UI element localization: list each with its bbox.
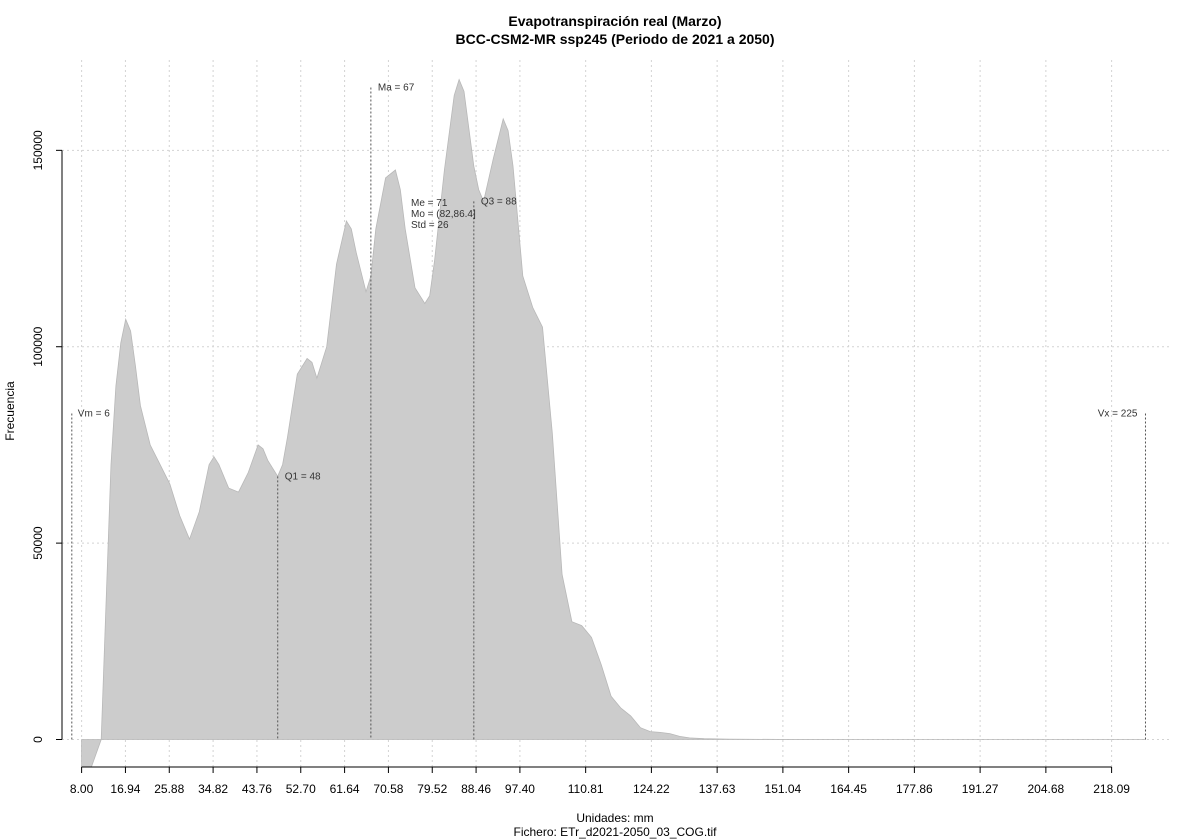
x-tick-label: 70.58 xyxy=(373,782,403,796)
x-tick-label: 25.88 xyxy=(154,782,184,796)
stat-label: Q3 = 88 xyxy=(481,196,517,207)
x-tick-label: 204.68 xyxy=(1028,782,1065,796)
x-tick-label: 61.64 xyxy=(330,782,360,796)
x-tick-label: 151.04 xyxy=(765,782,802,796)
density-area xyxy=(81,78,1146,768)
x-tick-label: 124.22 xyxy=(633,782,670,796)
y-tick-label: 50000 xyxy=(31,526,45,560)
file-caption: Fichero: ETr_d2021-2050_03_COG.tif xyxy=(513,825,717,839)
stat-label: Vm = 6 xyxy=(78,409,110,420)
x-tick-label: 218.09 xyxy=(1093,782,1130,796)
x-tick-label: 191.27 xyxy=(962,782,999,796)
x-tick-label: 137.63 xyxy=(699,782,736,796)
stat-label: Ma = 67 xyxy=(378,82,415,93)
x-tick-label: 177.86 xyxy=(896,782,933,796)
stats-label: Mo = (82,86.4] xyxy=(411,209,476,220)
x-tick-label: 79.52 xyxy=(417,782,447,796)
x-tick-label: 16.94 xyxy=(110,782,140,796)
y-tick-label: 100000 xyxy=(31,326,45,366)
x-tick-label: 88.46 xyxy=(461,782,491,796)
stats-label: Me = 71 xyxy=(411,198,448,209)
x-axis-label: Unidades: mm xyxy=(576,811,654,825)
x-tick-label: 34.82 xyxy=(198,782,228,796)
x-tick-label: 43.76 xyxy=(242,782,272,796)
chart-title: Evapotranspiración real (Marzo) xyxy=(508,13,722,29)
stats-label: Std = 26 xyxy=(411,220,449,231)
y-tick-label: 0 xyxy=(31,736,45,743)
x-tick-label: 52.70 xyxy=(286,782,316,796)
chart-subtitle: BCC-CSM2-MR ssp245 (Periodo de 2021 a 20… xyxy=(455,31,775,47)
stat-label: Vx = 225 xyxy=(1098,409,1138,420)
y-tick-label: 150000 xyxy=(31,130,45,170)
x-tick-label: 164.45 xyxy=(830,782,867,796)
x-tick-label: 97.40 xyxy=(505,782,535,796)
x-tick-label: 8.00 xyxy=(70,782,94,796)
stat-label: Q1 = 48 xyxy=(285,471,321,482)
x-tick-label: 110.81 xyxy=(568,782,604,796)
